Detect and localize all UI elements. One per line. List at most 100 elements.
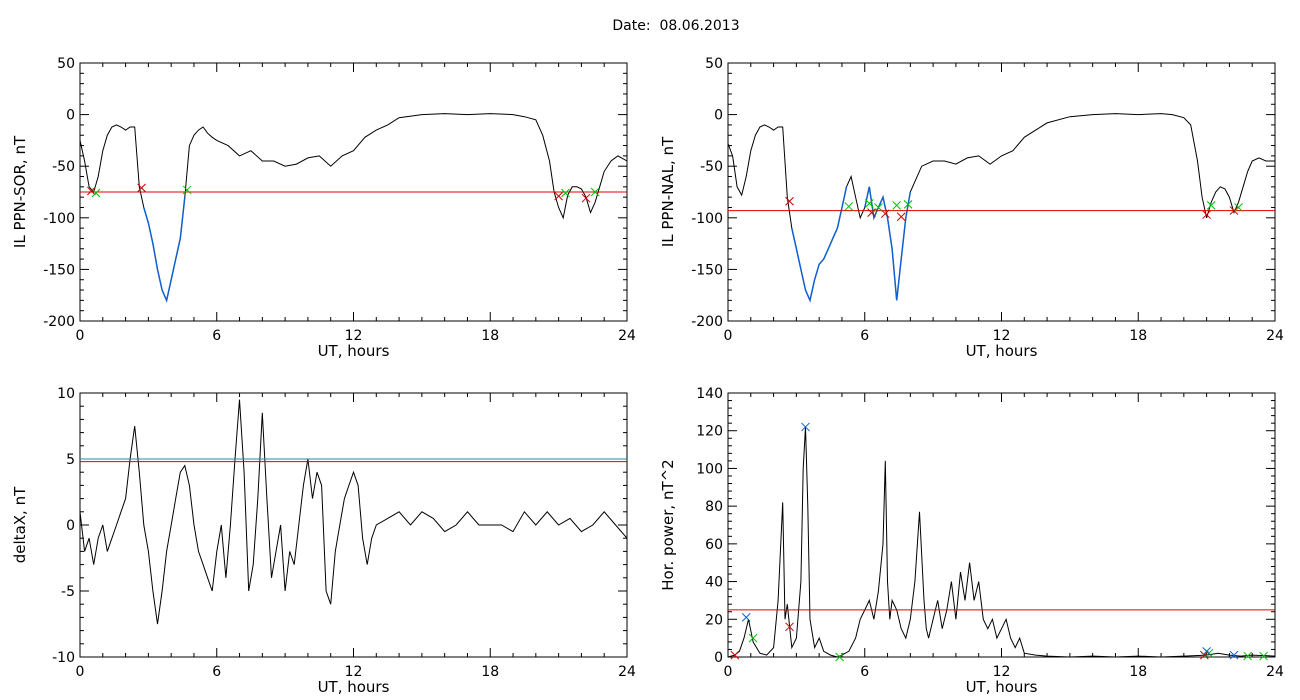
panel-1-ylabel: IL PPN-SOR, nT [11,135,29,248]
panel-4-marker-end-stroke-b [748,633,758,643]
panel-4-marker-peak-stroke-b [801,422,810,432]
panel-4-marker-start [1199,650,1209,660]
panel-1-ytick-label: 50 [57,56,75,72]
panel-2-marker-end [1206,201,1216,210]
panel-1-xlabel: UT, hours [318,342,390,360]
panel-3-xtick-label: 6 [212,664,221,680]
panel-1-marker-end [182,185,192,195]
panel-1-xtick-label: 0 [76,328,85,344]
panel-1-marker-start-stroke-b [581,193,591,203]
panel-4-marker-end-stroke-b [1259,651,1268,661]
panel-4-marker-end [835,652,845,662]
panel-2-marker-start-stroke-b [896,212,906,222]
panel-3-xtick-label: 12 [345,664,363,680]
panel-2-marker-end-stroke-b [892,201,902,210]
panel-4-xtick-label: 6 [860,664,869,680]
panel-2-event-segment [864,186,912,301]
panel-2-marker-end [892,201,902,210]
panel-2-marker-start-stroke-b [867,208,876,217]
panel-2-xtick-label: 6 [860,328,869,344]
panel-2-frame [727,62,1276,322]
panel-4-xlabel: UT, hours [966,678,1038,696]
panel-4-ytick-label: 20 [705,612,723,628]
panel-4-xtick-label: 0 [724,664,733,680]
panel-3-xtick-label: 0 [76,664,85,680]
panel-3-xtick-label: 24 [618,664,636,680]
panel-2-xlabel: UT, hours [966,342,1038,360]
panel-2-marker-start-stroke-b [785,196,794,206]
panel-2-marker-start [896,212,906,222]
panel-1-marker-end-stroke-b [182,185,192,195]
panel-4-marker-start [785,622,794,632]
panel-4-marker-peak [1202,646,1211,656]
panel-1-marker-end [561,188,570,198]
panel-2-marker-start [867,208,876,217]
panel-1-event-segment [143,197,186,303]
panel-3-xlabel: UT, hours [318,678,390,696]
panel-3-ytick-label: 10 [57,386,75,402]
panel-1-marker-end-stroke-b [91,188,101,198]
panel-2-marker-end-stroke-b [844,202,854,211]
panel-1-series-line [79,113,628,303]
panel-1-marker-start [137,183,146,193]
panel-2-ytick-label: 50 [705,56,723,72]
panel-2-marker-start-stroke-b [1229,206,1239,215]
panel-2-ytick-label: -150 [691,262,723,278]
panel-2-marker-start-stroke-b [1202,210,1211,220]
panel-3-ytick-label: 5 [66,452,75,468]
panel-1-marker-start [87,186,96,196]
panel-2-marker-end [903,200,913,209]
panel-3-xtick-label: 18 [481,664,499,680]
panel-2-marker-start [1229,206,1239,215]
panel-3-ylabel: deltaX, nT [11,486,29,563]
panel-4-marker-peak-stroke-b [741,613,751,622]
panel-2-marker-start [785,196,794,206]
panel-4-marker-peak-stroke-b [1202,646,1211,656]
panel-1-marker-start-stroke-b [554,191,563,201]
panel-1-marker-end [91,188,101,198]
panel-2-series-line [727,113,1275,303]
panel-1-xtick-label: 24 [618,328,636,344]
panel-2-event-segment [791,186,848,303]
panel-4-ytick-label: 100 [696,461,723,477]
panel-1-marker-end-stroke-b [561,188,570,198]
panel-2-marker-end-stroke-b [1206,201,1216,210]
panel-4-marker-start-stroke-b [1199,650,1209,660]
panel-4-marker-peak-stroke-b [1229,650,1239,660]
panel-1-marker-end [590,187,600,197]
panel-1-marker-start [581,193,591,203]
panel-1-xtick-label: 6 [212,328,221,344]
panel-1-xtick-label: 12 [345,328,363,344]
panel-1: 0 6 12 18 24 -200 -150 -100 -50 0 50 UT, hours IL PP… [11,56,636,360]
panel-4-ytick-label: 60 [705,537,723,553]
figure-title: Date: 08.06.2013 [612,18,740,34]
panel-2-marker-end [864,198,874,208]
panel-4-marker-start [730,650,740,660]
panel-2-marker-end [1234,203,1243,212]
panel-3-series-line [79,399,628,625]
panel-4-xtick-label: 18 [1129,664,1147,680]
panel-4-ylabel: Hor. power, nT^2 [659,459,677,590]
panel-3: 0 6 12 18 24 -10 -5 0 5 10 UT, hours deltaX, nT [11,386,636,696]
panel-2-marker-end-stroke-b [874,203,883,212]
panel-2-ytick-label: -200 [691,314,723,330]
panel-2: 0 6 12 18 24 -200 -150 -100 -50 0 50 UT, hours IL PP… [659,56,1284,360]
panel-1-ytick-label: -50 [52,159,75,175]
panel-4-ytick-label: 80 [705,499,723,515]
panel-3-ytick-label: 0 [66,518,75,534]
panel-2-marker-end-stroke-b [903,200,913,209]
panel-4-marker-start-stroke-b [730,650,740,660]
panel-4-ytick-label: 40 [705,575,723,591]
panel-4-ytick-label: 120 [696,424,723,440]
panel-3-frame [79,392,628,658]
panel-2-ytick-label: -100 [691,211,723,227]
panel-2-xtick-label: 24 [1266,328,1284,344]
panel-4-ytick-label: 0 [714,650,723,666]
panel-4-xtick-label: 12 [993,664,1011,680]
panel-4-marker-peak [741,613,751,622]
panel-2-marker-start [1202,210,1211,220]
panel-3-ytick-label: -5 [61,584,75,600]
panel-1-ytick-label: -150 [43,262,75,278]
panel-4-marker-end-stroke-b [835,652,845,662]
